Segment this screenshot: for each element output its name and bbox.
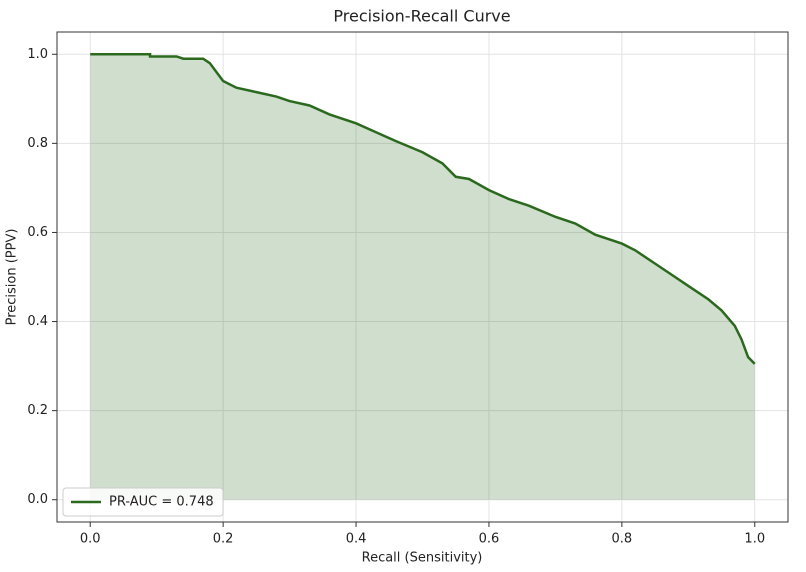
y-axis-label: Precision (PPV) xyxy=(5,229,20,326)
x-tick-label: 0.0 xyxy=(80,532,101,547)
x-tick-label: 0.4 xyxy=(346,532,367,547)
legend-box xyxy=(62,487,224,517)
x-tick-label: 0.6 xyxy=(479,532,500,547)
y-tick-label: 0.2 xyxy=(27,403,48,418)
y-tick-label: 0.6 xyxy=(27,225,48,240)
axes-frame xyxy=(56,31,789,523)
area xyxy=(90,54,755,500)
x-tick-label: 1.0 xyxy=(744,532,765,547)
y-tick-label: 0.8 xyxy=(27,136,48,151)
x-tick-label: 0.2 xyxy=(213,532,234,547)
line xyxy=(90,53,756,365)
x-axis-label: Recall (Sensitivity) xyxy=(362,551,483,566)
y-tick-label: 1.0 xyxy=(27,47,48,62)
y-tick-label: 0.0 xyxy=(27,492,48,507)
y-tick-label: 0.4 xyxy=(27,314,48,329)
legend-label: PR-AUC = 0.748 xyxy=(109,495,214,510)
chart-title: Precision-Recall Curve xyxy=(333,7,510,26)
x-tick-label: 0.8 xyxy=(612,532,633,547)
